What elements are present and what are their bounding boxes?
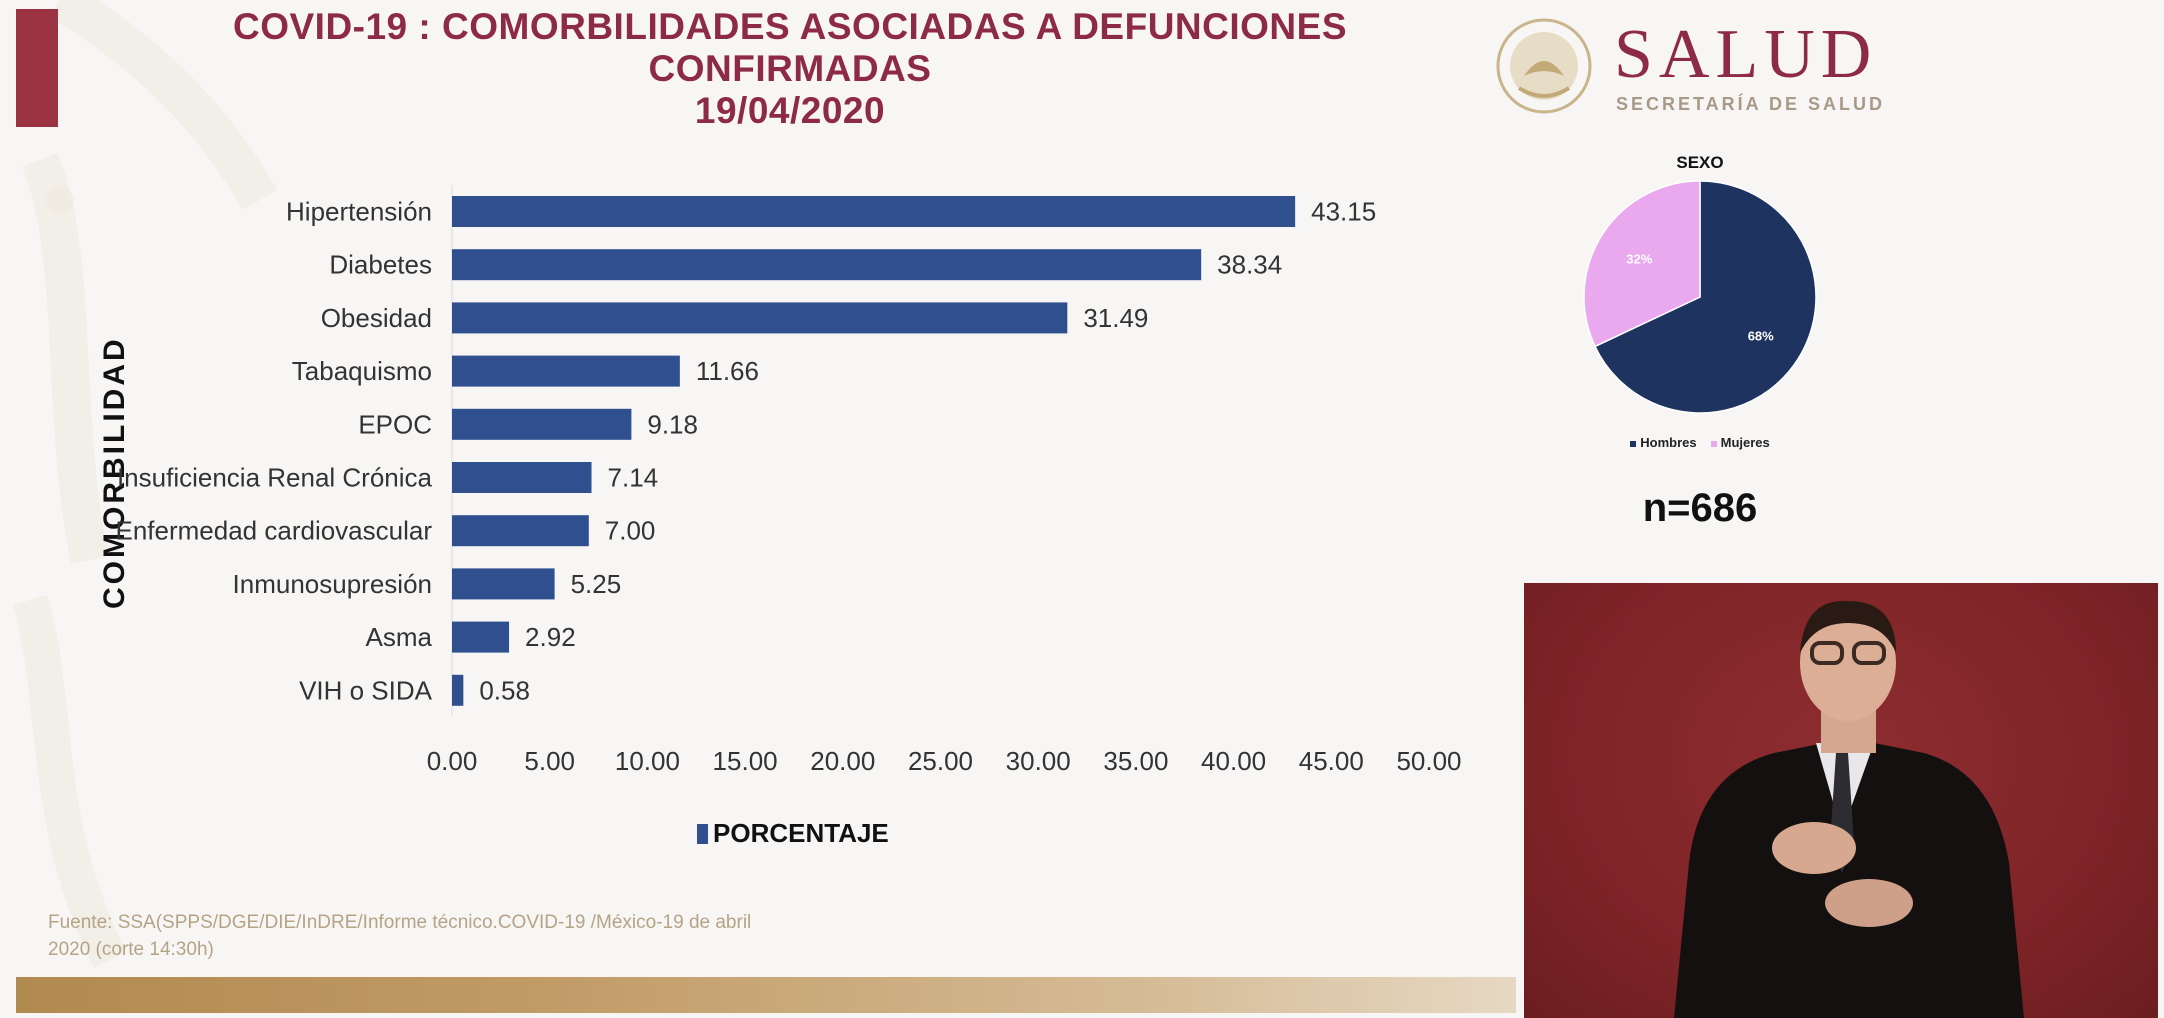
bar-legend: PORCENTAJE	[697, 818, 889, 849]
category-label: VIH o SIDA	[299, 675, 433, 705]
pie-legend: Hombres Mujeres	[1560, 435, 1840, 450]
pie-slice-mujeres	[1583, 180, 1701, 348]
legend-label: PORCENTAJE	[713, 818, 889, 848]
category-label: Tabaquismo	[292, 356, 432, 386]
category-label: Obesidad	[321, 303, 432, 333]
title-line-1: COVID-19 : COMORBILIDADES ASOCIADAS A DE…	[232, 6, 1347, 47]
source-line-1: Fuente: SSA(SPPS/DGE/DIE/InDRE/Informe t…	[48, 912, 752, 933]
pie-value-label: 68%	[1748, 329, 1774, 344]
gold-footer-strip	[16, 977, 1516, 1013]
pie-title: SEXO	[1676, 153, 1724, 172]
pie-value-label: 32%	[1626, 251, 1652, 266]
page-title: COVID-19 : COMORBILIDADES ASOCIADAS A DE…	[120, 6, 1460, 132]
bar	[452, 621, 510, 653]
value-label: 43.15	[1311, 197, 1376, 227]
logo-wordmark: SALUD	[1614, 16, 1878, 93]
category-label: Asma	[366, 622, 433, 652]
value-label: 7.14	[608, 463, 659, 493]
bar	[452, 674, 464, 706]
category-label: Hipertensión	[286, 197, 432, 227]
x-tick-label: 30.00	[1006, 746, 1071, 776]
source-line-2: 2020 (corte 14:30h)	[48, 939, 214, 960]
interpreter-video	[1524, 583, 2158, 1018]
value-label: 0.58	[479, 675, 530, 705]
value-label: 5.25	[571, 569, 622, 599]
bar	[452, 355, 680, 387]
title-line-2: CONFIRMADAS	[648, 48, 932, 89]
pie-slice-hombres	[1594, 180, 1817, 414]
value-label: 2.92	[525, 622, 576, 652]
value-label: 11.66	[696, 356, 759, 386]
x-tick-label: 40.00	[1201, 746, 1266, 776]
interpreter-figure	[1674, 600, 2024, 1018]
accent-bar	[16, 9, 58, 127]
x-tick-label: 20.00	[810, 746, 875, 776]
source-note: Fuente: SSA(SPPS/DGE/DIE/InDRE/Informe t…	[48, 909, 828, 963]
salud-logo: SALUD SECRETARÍA DE SALUD	[1494, 16, 1894, 116]
seal-icon	[1496, 18, 1592, 114]
x-tick-label: 15.00	[713, 746, 778, 776]
category-label: Inmunosupresión	[233, 569, 432, 599]
x-tick-label: 25.00	[908, 746, 973, 776]
title-line-3: 19/04/2020	[694, 90, 886, 131]
bar	[452, 302, 1068, 334]
x-tick-label: 45.00	[1299, 746, 1364, 776]
x-tick-label: 0.00	[427, 746, 478, 776]
bar	[452, 408, 632, 440]
sex-pie-chart: 68% 32%	[1583, 180, 1817, 414]
pie-legend-hombres: Hombres	[1630, 435, 1697, 450]
value-label: 7.00	[605, 516, 656, 546]
sex-pie-panel: 68% 32% SEXO Hombres Mujeres	[1560, 145, 1840, 465]
category-label: EPOC	[358, 409, 432, 439]
legend-swatch-hombres	[1630, 440, 1637, 447]
logo-subtitle: SECRETARÍA DE SALUD	[1616, 94, 1886, 114]
category-label: Enfermedad cardiovascular	[116, 516, 433, 546]
value-label: 31.49	[1083, 303, 1148, 333]
pie-legend-mujeres: Mujeres	[1710, 435, 1770, 450]
legend-label-hombres: Hombres	[1640, 435, 1697, 450]
sample-size: n=686	[1642, 486, 1758, 530]
legend-swatch-mujeres	[1710, 440, 1717, 447]
bar	[452, 249, 1202, 281]
bar	[452, 462, 592, 493]
x-tick-label: 50.00	[1396, 746, 1461, 776]
bar	[452, 515, 589, 547]
category-label: Diabetes	[329, 250, 432, 280]
x-tick-label: 10.00	[615, 746, 680, 776]
legend-swatch	[697, 823, 708, 844]
value-label: 38.34	[1217, 250, 1282, 280]
comorbidity-bar-chart: Hipertensión 43.15 Diabetes 38.34 Obesidad 31…	[116, 185, 1462, 776]
x-tick-label: 5.00	[524, 746, 575, 776]
value-label: 9.18	[647, 409, 698, 439]
bar	[452, 196, 1296, 227]
bar	[452, 568, 555, 600]
category-label: Insuficiencia Renal Crónica	[117, 463, 433, 493]
x-tick-label: 35.00	[1103, 746, 1168, 776]
legend-label-mujeres: Mujeres	[1720, 435, 1770, 450]
